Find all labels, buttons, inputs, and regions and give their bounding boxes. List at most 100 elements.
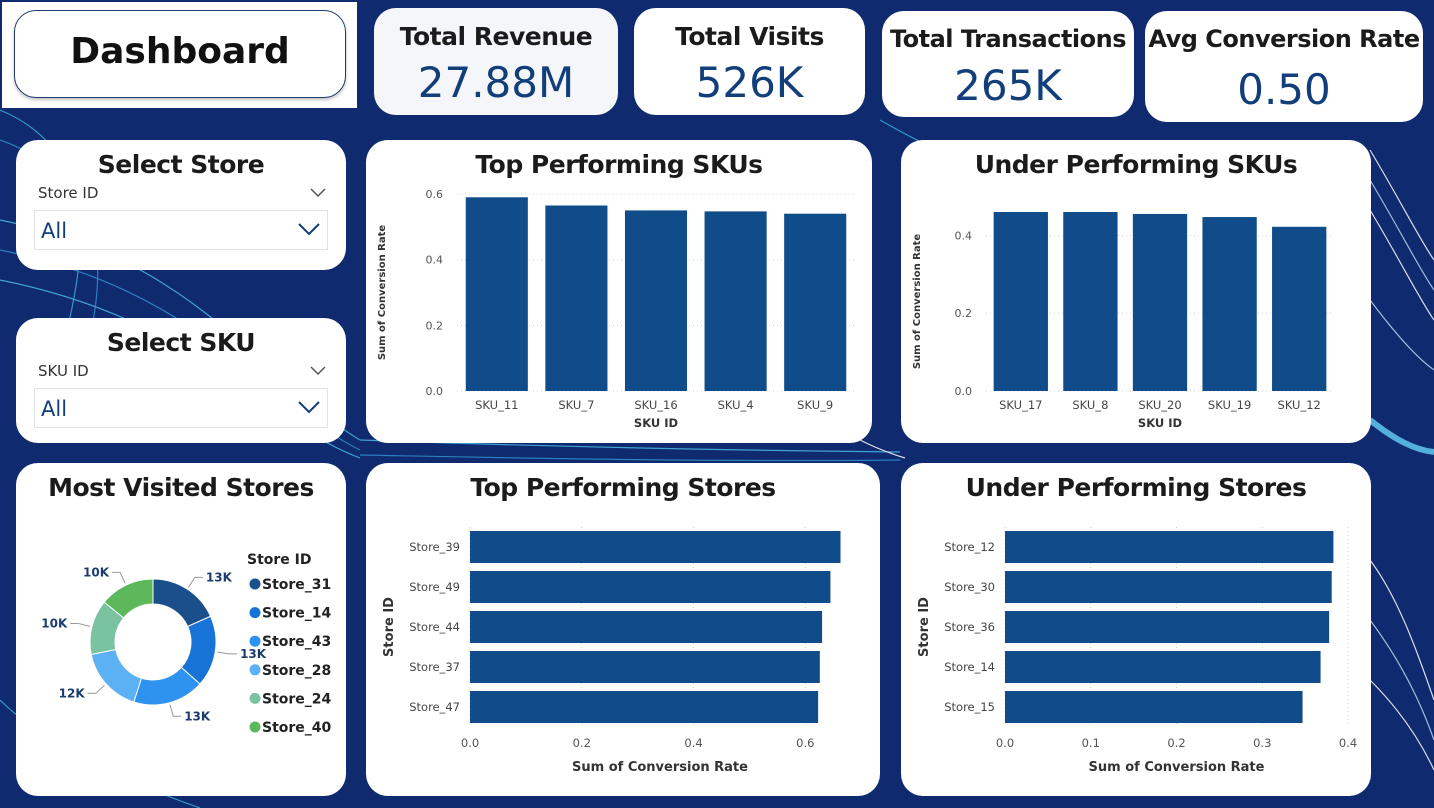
legend-item: Store_14 bbox=[262, 606, 332, 622]
legend-marker bbox=[249, 578, 261, 590]
top-skus-chart: 0.0 0.2 0.4 0.6 SKU_11 SKU_7 SKU_16 SKU_4 SKU_9 S… bbox=[377, 188, 855, 430]
legend-item: Store_31 bbox=[262, 577, 331, 593]
kpi-card-avg-conversion-rate: Avg Conversion Rate 0.50 bbox=[1145, 11, 1423, 122]
chart-title: Top Performing SKUs bbox=[475, 150, 763, 179]
sku-dropdown[interactable]: All bbox=[34, 388, 328, 428]
x-tick-label: SKU_17 bbox=[999, 398, 1042, 412]
kpi-card-total-transactions: Total Transactions 265K bbox=[882, 11, 1134, 117]
legend-marker bbox=[249, 721, 261, 733]
x-tick-label: 0.2 bbox=[573, 736, 591, 750]
x-tick-label: 0.4 bbox=[1339, 736, 1357, 750]
y-tick-label: Store_14 bbox=[944, 660, 995, 674]
x-tick-label: 0.0 bbox=[996, 736, 1014, 750]
y-tick-label: 0.2 bbox=[426, 319, 444, 332]
x-tick-label: 0.2 bbox=[1167, 736, 1185, 750]
chart-title: Most Visited Stores bbox=[48, 473, 314, 502]
most-visited-chart: 13K 13K 13K 12K 10K 10K Store ID Store_31 Store_… bbox=[41, 552, 332, 736]
legend-item: Store_28 bbox=[262, 663, 331, 679]
bar bbox=[624, 210, 688, 391]
y-tick-label: 0.0 bbox=[955, 385, 973, 398]
legend-marker bbox=[249, 635, 261, 647]
chevron-down-icon[interactable] bbox=[297, 399, 321, 415]
chart-title: Top Performing Stores bbox=[470, 473, 776, 502]
y-tick-label: Store_44 bbox=[409, 620, 460, 634]
leader-line bbox=[169, 704, 182, 717]
kpi-value: 27.88M bbox=[417, 58, 575, 107]
leader-line bbox=[112, 571, 126, 584]
donut-slice bbox=[152, 578, 212, 628]
x-axis-title: SKU ID bbox=[1138, 416, 1182, 430]
under-skus-chart: 0.0 0.2 0.4 SKU_17 SKU_8 SKU_20 SKU_19 SKU_12 SK… bbox=[912, 212, 1334, 430]
legend-marker bbox=[249, 607, 261, 619]
y-tick-label: Store_12 bbox=[944, 540, 995, 554]
slicer-field-label: SKU ID bbox=[38, 362, 89, 380]
bar bbox=[1132, 213, 1188, 391]
x-tick-label: 0.3 bbox=[1253, 736, 1271, 750]
leader-line bbox=[70, 622, 91, 627]
legend-marker bbox=[249, 692, 261, 704]
legend-marker bbox=[249, 664, 261, 676]
y-tick-label: 0.4 bbox=[955, 229, 973, 242]
bar bbox=[784, 213, 847, 391]
x-tick-label: SKU_20 bbox=[1138, 398, 1181, 412]
y-axis-title: Store ID bbox=[382, 597, 397, 657]
y-tick-label: Store_47 bbox=[409, 700, 460, 714]
x-axis-title: Sum of Conversion Rate bbox=[572, 760, 748, 775]
x-tick-label: 0.0 bbox=[461, 736, 479, 750]
bar bbox=[470, 531, 841, 563]
kpi-title: Total Transactions bbox=[889, 25, 1127, 53]
x-tick-label: 0.1 bbox=[1082, 736, 1100, 750]
bar bbox=[470, 691, 819, 723]
bar bbox=[1005, 571, 1332, 603]
x-tick-label: SKU_8 bbox=[1072, 398, 1108, 412]
bar bbox=[1005, 691, 1303, 723]
bar bbox=[545, 205, 608, 391]
kpi-card-total-visits: Total Visits 526K bbox=[634, 8, 865, 115]
dropdown-value: All bbox=[41, 219, 68, 243]
legend-item: Store_43 bbox=[262, 634, 331, 650]
data-label: 10K bbox=[83, 565, 110, 579]
kpi-value: 265K bbox=[954, 61, 1062, 110]
y-tick-label: 0.4 bbox=[426, 254, 444, 267]
x-axis-title: SKU ID bbox=[634, 416, 678, 430]
slicer-field-label: Store ID bbox=[38, 184, 99, 202]
y-tick-label: Store_49 bbox=[409, 580, 460, 594]
y-axis-title: Store ID bbox=[917, 597, 932, 657]
y-tick-label: Store_30 bbox=[944, 580, 995, 594]
bar bbox=[993, 212, 1048, 391]
store-dropdown[interactable]: All bbox=[34, 210, 328, 250]
bar bbox=[465, 197, 528, 391]
x-tick-label: SKU_19 bbox=[1208, 398, 1251, 412]
page-title: Dashboard bbox=[70, 31, 290, 72]
chevron-down-icon[interactable] bbox=[310, 366, 326, 376]
kpi-title: Total Revenue bbox=[399, 22, 593, 51]
bar bbox=[1005, 611, 1330, 643]
leader-line bbox=[187, 576, 203, 588]
kpi-value: 526K bbox=[695, 58, 804, 107]
chart-title: Under Performing Stores bbox=[965, 473, 1307, 502]
chart-card-top-stores: Top Performing Stores 0.0 0.2 0.4 0.6 Store_… bbox=[366, 463, 880, 796]
y-axis-title: Sum of Conversion Rate bbox=[912, 234, 923, 370]
data-label: 13K bbox=[184, 709, 211, 723]
chart-card-under-skus: Under Performing SKUs 0.0 0.2 0.4 SKU_17 SKU… bbox=[901, 140, 1371, 443]
chart-card-most-visited: Most Visited Stores 13K 13K 13K 12K 10K 10K St… bbox=[16, 463, 346, 796]
x-tick-label: SKU_16 bbox=[634, 398, 677, 412]
legend-title: Store ID bbox=[247, 552, 312, 568]
chart-title: Under Performing SKUs bbox=[974, 150, 1298, 179]
x-tick-label: SKU_9 bbox=[797, 398, 833, 412]
chevron-down-icon[interactable] bbox=[297, 221, 321, 237]
y-tick-label: Store_36 bbox=[944, 620, 995, 634]
bar bbox=[1063, 212, 1118, 391]
x-tick-label: 0.4 bbox=[684, 736, 702, 750]
slicer-title: Select SKU bbox=[106, 328, 256, 357]
kpi-card-total-revenue: Total Revenue 27.88M bbox=[374, 8, 618, 115]
legend-item: Store_24 bbox=[262, 691, 332, 707]
y-tick-label: 0.6 bbox=[426, 188, 444, 201]
y-tick-label: 0.2 bbox=[955, 307, 973, 320]
chevron-down-icon[interactable] bbox=[310, 188, 326, 198]
chart-card-top-skus: Top Performing SKUs 0.0 0.2 0.4 0.6 SKU_11 SK… bbox=[366, 140, 872, 443]
store-slicer-card: Select Store Store ID All bbox=[16, 140, 346, 270]
x-tick-label: SKU_7 bbox=[558, 398, 594, 412]
x-tick-label: SKU_11 bbox=[475, 398, 518, 412]
leader-line bbox=[87, 684, 105, 694]
